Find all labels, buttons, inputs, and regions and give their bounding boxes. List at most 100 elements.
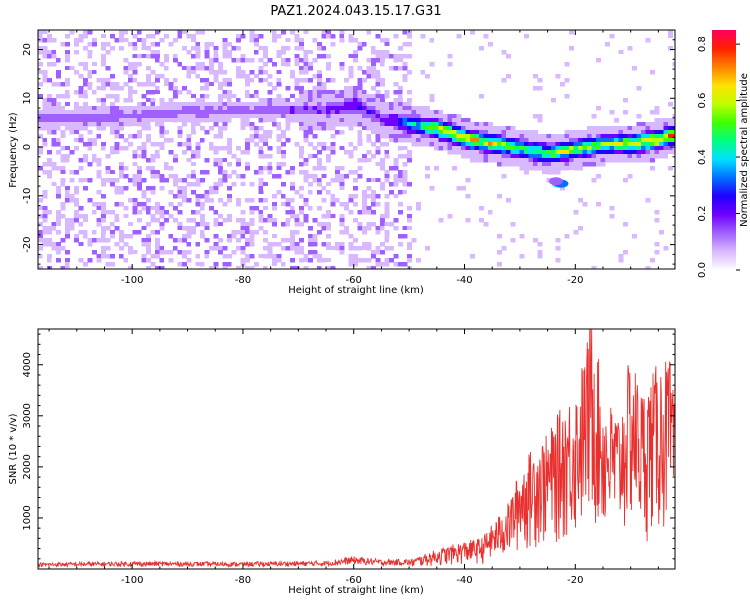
heatmap-cell <box>258 102 264 107</box>
heatmap-cell <box>542 150 547 155</box>
heatmap-cell <box>470 154 475 159</box>
heatmap-cell <box>240 150 246 155</box>
heatmap-cell <box>182 62 187 67</box>
heatmap-cell <box>60 54 66 59</box>
heatmap-cell <box>573 146 579 151</box>
heatmap-cell <box>348 210 354 215</box>
heatmap-cell <box>339 174 345 179</box>
heatmap-cell <box>249 266 255 269</box>
heatmap-cell <box>132 34 138 39</box>
heatmap-cell <box>533 158 538 163</box>
heatmap-cell <box>591 134 597 139</box>
heatmap-cell <box>141 110 147 115</box>
heatmap-cell <box>173 218 178 223</box>
heatmap-cell <box>213 114 219 119</box>
heatmap-cell <box>330 202 336 207</box>
heatmap-cell <box>303 102 309 107</box>
heatmap-cell <box>218 118 223 123</box>
heatmap-cell <box>204 186 210 191</box>
heatmap-cell <box>245 234 250 239</box>
heatmap-cell <box>348 54 354 59</box>
heatmap-cell <box>389 110 394 115</box>
heatmap-cell <box>533 218 538 223</box>
heatmap-cell <box>213 190 219 195</box>
heatmap-cell <box>317 190 322 195</box>
heatmap-cell <box>65 50 70 55</box>
heatmap-cell <box>506 146 511 151</box>
heatmap-cell <box>632 154 637 159</box>
heatmap-cell <box>74 58 79 63</box>
heatmap-cell <box>195 126 201 131</box>
heatmap-cell <box>389 134 394 139</box>
heatmap-cell <box>654 122 660 127</box>
heatmap-cell <box>308 98 313 103</box>
spectrogram-x-tick-label: -20 <box>567 275 583 286</box>
heatmap-cell <box>159 186 165 191</box>
heatmap-cell <box>339 102 345 107</box>
heatmap-cell <box>123 66 129 71</box>
heatmap-cell <box>380 226 385 231</box>
heatmap-cell <box>110 222 115 227</box>
heatmap-cell <box>155 114 160 119</box>
heatmap-cell <box>465 178 471 183</box>
heatmap-cell <box>191 98 196 103</box>
heatmap-cell <box>128 118 133 123</box>
heatmap-cell <box>245 82 250 87</box>
heatmap-cell <box>330 78 336 83</box>
heatmap-cell <box>447 54 453 59</box>
heatmap-cell <box>402 154 408 159</box>
heatmap-cell <box>258 170 264 175</box>
heatmap-cell <box>254 42 259 47</box>
heatmap-cell <box>114 186 120 191</box>
heatmap-cell <box>578 146 583 151</box>
heatmap-cell <box>200 74 205 79</box>
heatmap-cell <box>87 74 93 79</box>
heatmap-cell <box>321 122 327 127</box>
heatmap-cell <box>164 78 169 83</box>
heatmap-cell <box>96 78 102 83</box>
heatmap-cell <box>398 118 403 123</box>
heatmap-cell <box>339 62 345 67</box>
heatmap-cell <box>155 230 160 235</box>
heatmap-cell <box>375 246 381 251</box>
heatmap-cell <box>375 102 381 107</box>
heatmap-cell <box>105 50 111 55</box>
heatmap-cell <box>632 146 637 151</box>
heatmap-cell <box>348 142 354 147</box>
heatmap-cell <box>299 106 304 111</box>
heatmap-cell <box>132 126 138 131</box>
heatmap-cell <box>276 122 282 127</box>
heatmap-cell <box>119 230 124 235</box>
heatmap-cell <box>69 118 75 123</box>
heatmap-cell <box>182 198 187 203</box>
heatmap-cell <box>47 122 52 127</box>
heatmap-cell <box>375 186 381 191</box>
heatmap-cell <box>227 70 232 75</box>
heatmap-cell <box>510 238 516 243</box>
heatmap-cell <box>398 122 403 127</box>
heatmap-cell <box>51 114 57 119</box>
heatmap-cell <box>389 142 394 147</box>
heatmap-cell <box>159 130 165 135</box>
heatmap-cell <box>447 138 453 143</box>
heatmap-cell <box>200 102 205 107</box>
heatmap-cell <box>425 174 430 179</box>
heatmap-cell <box>191 174 196 179</box>
heatmap-cell <box>501 158 507 163</box>
heatmap-cell <box>447 186 453 191</box>
heatmap-cell <box>182 86 187 91</box>
heatmap-cell <box>492 134 498 139</box>
heatmap-cell <box>150 122 156 127</box>
heatmap-cell <box>537 242 543 247</box>
heatmap-cell <box>371 70 376 75</box>
heatmap-cell <box>213 242 219 247</box>
heatmap-cell <box>132 54 138 59</box>
heatmap-cell <box>344 266 349 269</box>
heatmap-cell <box>389 106 394 111</box>
heatmap-cell <box>596 58 601 63</box>
heatmap-cell <box>245 226 250 231</box>
heatmap-cell <box>357 146 363 151</box>
heatmap-cell <box>236 218 241 223</box>
heatmap-cell <box>227 118 232 123</box>
heatmap-cell <box>348 34 354 39</box>
